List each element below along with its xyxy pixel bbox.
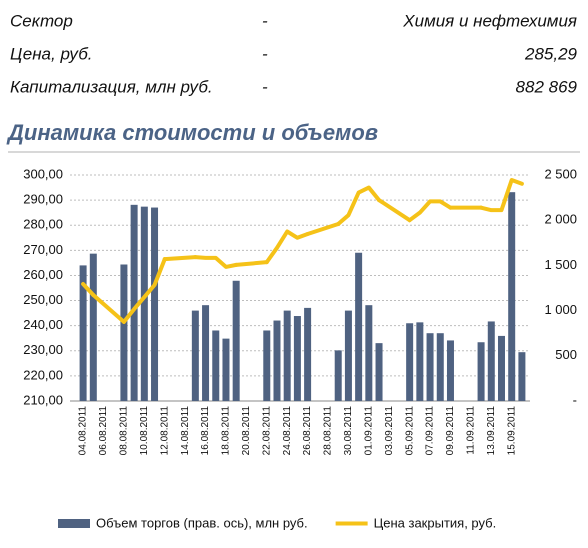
bar [426, 333, 434, 401]
y2-tick-label: 2 000 [544, 212, 577, 227]
line-connector [305, 221, 341, 237]
x-tick-label: 12.08.2011 [159, 406, 170, 456]
bar [120, 264, 128, 401]
x-tick-label: 11.09.2011 [466, 406, 477, 455]
legend-label: Цена закрытия, руб. [374, 515, 497, 530]
info-label: Капитализация, млн руб. [10, 77, 213, 96]
bar [406, 323, 414, 401]
info-dash: - [262, 11, 268, 30]
y2-tick-label: - [573, 392, 577, 407]
x-tick-label: 26.08.2011 [302, 406, 313, 456]
y-tick-label: 270,00 [23, 242, 63, 257]
y-tick-label: 250,00 [23, 292, 63, 307]
info-dash: - [262, 44, 268, 63]
y-tick-label: 210,00 [23, 392, 63, 407]
chart-title: Динамика стоимости и объемов [6, 120, 378, 145]
y2-tick-label: 500 [555, 347, 577, 362]
bar [79, 265, 87, 401]
bar [375, 343, 383, 401]
legend-swatch [58, 519, 90, 528]
bar [151, 207, 159, 401]
info-value: Химия и нефтехимия [402, 11, 577, 30]
line-connector [91, 293, 126, 324]
x-tick-label: 09.09.2011 [445, 406, 456, 456]
bar [477, 342, 485, 401]
x-tick-label: 13.09.2011 [486, 406, 497, 456]
x-tick-label: 01.09.2011 [363, 406, 374, 456]
bar [202, 305, 210, 401]
y-tick-label: 280,00 [23, 217, 63, 232]
info-dash: - [262, 77, 268, 96]
x-tick-label: 14.08.2011 [180, 406, 191, 456]
bar [232, 280, 240, 401]
bar [89, 253, 97, 401]
bar [293, 316, 301, 401]
x-tick-label: 16.08.2011 [200, 406, 211, 456]
info-value: 882 869 [516, 77, 578, 96]
bar [436, 333, 444, 401]
bar [283, 310, 291, 401]
y-tick-label: 230,00 [23, 342, 63, 357]
bar [416, 322, 424, 401]
bar [355, 252, 363, 401]
bar [273, 320, 281, 401]
x-tick-label: 07.09.2011 [425, 406, 436, 456]
y-tick-label: 260,00 [23, 267, 63, 282]
x-tick-label: 18.08.2011 [221, 406, 232, 456]
y-tick-label: 300,00 [23, 166, 63, 181]
y-tick-label: 240,00 [23, 317, 63, 332]
info-label: Цена, руб. [10, 44, 93, 63]
bar [140, 206, 148, 401]
bar [263, 330, 271, 401]
bar [487, 321, 495, 401]
x-tick-label: 10.08.2011 [139, 406, 150, 456]
bar [222, 338, 230, 401]
bar [446, 340, 454, 401]
x-tick-label: 30.08.2011 [343, 406, 354, 456]
x-tick-label: 20.08.2011 [241, 406, 252, 456]
x-tick-label: 03.09.2011 [384, 406, 395, 456]
line-connector [162, 255, 198, 262]
bar [508, 192, 516, 401]
y-tick-label: 220,00 [23, 367, 63, 382]
bar [212, 330, 220, 401]
x-tick-label: 08.08.2011 [119, 406, 130, 456]
line-connector [377, 198, 412, 223]
info-label: Сектор [10, 11, 73, 30]
x-tick-label: 05.09.2011 [404, 406, 415, 456]
x-tick-label: 15.09.2011 [506, 406, 517, 456]
bar [344, 310, 352, 401]
line-connector [234, 260, 269, 267]
info-value: 285,29 [524, 44, 578, 63]
x-tick-label: 24.08.2011 [282, 406, 293, 456]
bar [518, 352, 526, 401]
y2-tick-label: 1 000 [544, 302, 577, 317]
bar [334, 350, 342, 401]
y2-tick-label: 1 500 [544, 257, 577, 272]
x-tick-label: 22.08.2011 [261, 406, 272, 456]
bar [191, 310, 199, 401]
y-tick-label: 290,00 [23, 192, 63, 207]
y2-tick-label: 2 500 [544, 166, 577, 181]
x-tick-label: 04.08.2011 [78, 406, 89, 456]
bar [497, 335, 505, 401]
x-tick-label: 06.08.2011 [98, 406, 109, 456]
line [81, 178, 524, 324]
bar [365, 305, 373, 401]
x-tick-label: 28.08.2011 [323, 406, 334, 456]
bar [304, 307, 312, 401]
legend-label: Объем торгов (прав. ось), млн руб. [96, 515, 308, 530]
bar [130, 204, 138, 401]
